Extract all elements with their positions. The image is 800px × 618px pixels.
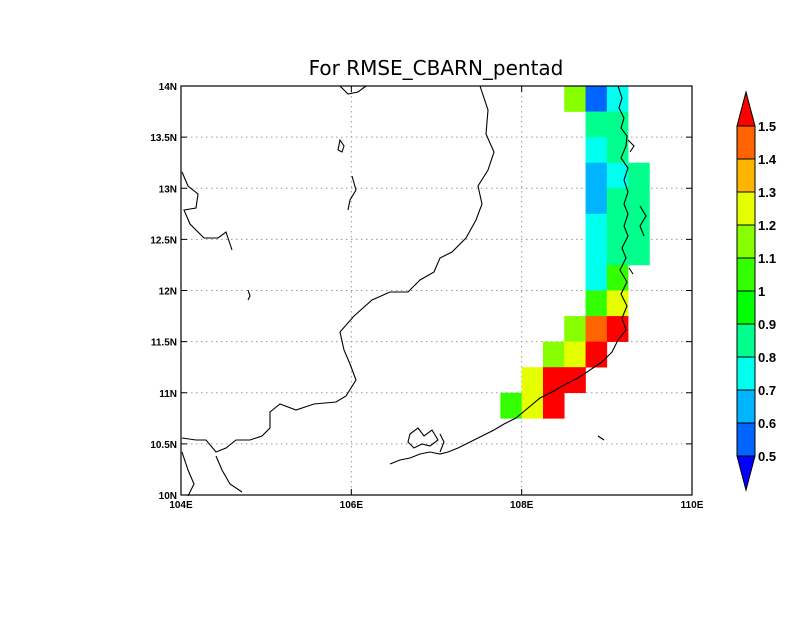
heatmap-cell — [628, 188, 650, 215]
y-tick-label: 11N — [159, 389, 177, 400]
y-tick-label: 10.5N — [150, 440, 177, 451]
colorbar-label: 0.9 — [758, 317, 776, 332]
y-tick-label: 13N — [159, 184, 177, 195]
colorbar-segment — [736, 125, 756, 160]
heatmap-cell — [542, 341, 565, 368]
colorbar-segment — [736, 290, 756, 325]
heatmap-cell — [585, 290, 608, 317]
chart-title: For RMSE_CBARN_pentad — [309, 56, 564, 80]
colorbar-below-arrow — [736, 455, 756, 492]
colorbar-label: 0.6 — [758, 416, 776, 431]
coastline — [181, 85, 647, 497]
colorbar-above-arrow — [736, 90, 756, 127]
heatmap-cell — [606, 162, 629, 189]
colorbar-label: 0.7 — [758, 383, 776, 398]
heatmap-cell — [606, 264, 629, 291]
heatmap-cell — [606, 86, 629, 112]
y-tick-label: 14N — [159, 82, 177, 93]
heatmap-cell — [606, 239, 629, 266]
heatmap-cell — [564, 86, 586, 112]
colorbar-label: 0.8 — [758, 350, 776, 365]
y-tick-label: 12.5N — [150, 235, 177, 246]
colorbar-segment — [736, 158, 756, 193]
heatmap-cell — [585, 341, 608, 368]
heatmap-cell — [585, 162, 608, 189]
heatmap-cell — [585, 188, 608, 215]
colorbar-label: 1.2 — [758, 218, 776, 233]
colorbar-segment — [736, 224, 756, 259]
heatmap-cell — [542, 392, 565, 419]
heatmap-cell — [585, 239, 608, 266]
heatmap-cell — [585, 213, 608, 240]
heatmap-cell — [585, 264, 608, 291]
heatmap-cell — [585, 316, 608, 342]
heatmap-cell — [585, 137, 608, 163]
colorbar-segment — [736, 323, 756, 358]
heatmap-cell — [521, 392, 544, 419]
heatmap-cell — [585, 111, 608, 138]
colorbar-label: 0.5 — [758, 449, 776, 464]
colorbar-label: 1.5 — [758, 119, 776, 134]
colorbar-segment — [736, 257, 756, 292]
heatmap-cell — [564, 316, 586, 342]
axes: 104E 106E 108E 110E 10N 10.5N 11N 11.5N 12N 12.5N… — [150, 82, 703, 511]
heatmap-cell — [585, 86, 608, 112]
y-tick-label: 13.5N — [150, 133, 177, 144]
heatmap-cell — [521, 367, 544, 394]
heatmap-cell — [564, 341, 586, 368]
y-tick-label: 11.5N — [151, 338, 177, 349]
heatmap-cell — [628, 162, 650, 189]
heatmap-cell — [564, 367, 586, 394]
heatmap-cell — [500, 392, 522, 419]
colorbar-segment — [736, 389, 756, 424]
y-tick-label: 12N — [159, 287, 177, 298]
x-tick-label: 110E — [681, 500, 704, 511]
colorbar-segment — [736, 191, 756, 226]
heatmap-cell — [542, 367, 565, 394]
colorbar-label: 1.3 — [758, 185, 776, 200]
colorbar-label: 1.4 — [758, 152, 777, 167]
colorbar: 0.5 0.6 0.7 0.8 0.9 1 1.1 1.2 1.3 1.4 1.5 — [736, 90, 777, 492]
x-tick-label: 108E — [510, 500, 534, 511]
colorbar-segment — [736, 356, 756, 391]
colorbar-label: 1 — [758, 284, 765, 299]
heatmap-cell — [606, 188, 629, 215]
heatmap-cells — [500, 86, 650, 419]
heatmap-cell — [628, 239, 650, 266]
x-tick-label: 106E — [340, 500, 364, 511]
y-tick-label: 10N — [159, 491, 177, 502]
x-tick-label: 104E — [169, 500, 193, 511]
colorbar-label: 1.1 — [758, 251, 776, 266]
heatmap-cell — [628, 213, 650, 240]
heatmap-cell — [606, 137, 629, 163]
colorbar-segment — [736, 422, 756, 457]
heatmap-cell — [606, 213, 629, 240]
